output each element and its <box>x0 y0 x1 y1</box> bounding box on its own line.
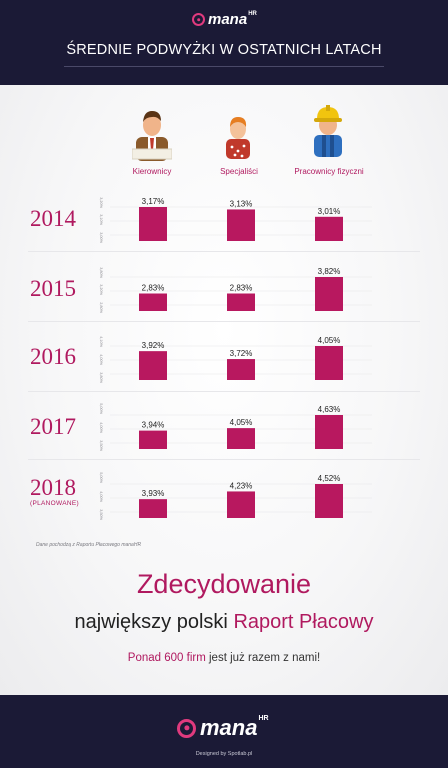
column-label-pracownicy-fizyczni: Pracownicy fizyczni <box>294 167 364 176</box>
promo-tagline-plain: jest już razem z nami! <box>209 652 321 664</box>
section-divider <box>28 391 420 392</box>
promo-subheadline-plain: największy polski <box>74 611 228 633</box>
section-divider <box>28 251 420 252</box>
tick-label: 3,50% <box>99 440 103 451</box>
promo-subheadline: największy polski Raport Płacowy <box>0 611 448 634</box>
footer-logo-text: mana <box>200 715 258 740</box>
header: mana HR ŚREDNIE PODWYŻKI W OSTATNICH LAT… <box>0 0 448 85</box>
source-note: Dane pochodzą z Raportu Płacowego manaHR <box>36 542 142 548</box>
year-note-planned: (PLANOWANE) <box>30 500 79 507</box>
column-label-kierownicy: Kierownicy <box>132 167 172 176</box>
mana-logo[interactable]: mana HR <box>192 11 257 28</box>
logo-suffix: HR <box>248 11 257 17</box>
tick-label: 2,80% <box>99 302 103 313</box>
page-title: ŚREDNIE PODWYŻKI W OSTATNICH LATACH <box>66 42 382 58</box>
chart-area <box>0 85 448 695</box>
tick-label: 3,80% <box>99 372 103 383</box>
promo-tagline: Ponad 600 firm jest już razem z nami! <box>0 652 448 664</box>
mana-logo-icon <box>177 718 196 738</box>
column-label-specjalisci: Specjaliści <box>220 167 258 176</box>
section-divider <box>28 459 420 460</box>
year-label-2016: 2016 <box>30 344 76 369</box>
footer: mana HR Designed by Spotlab.pl <box>0 695 448 768</box>
promo-headline: Zdecydowanie <box>136 569 312 599</box>
designer-credit: Designed by Spotlab.pl <box>195 751 253 757</box>
year-label-2015: 2015 <box>30 276 76 301</box>
promo-subheadline-accent: Raport Płacowy <box>233 611 374 633</box>
promo-tagline-accent: Ponad 600 firm <box>127 652 206 664</box>
tick-label: 3,50% <box>99 509 103 520</box>
logo-text: mana <box>208 11 248 28</box>
title-divider <box>64 66 384 67</box>
year-label-2018: 2018 <box>30 475 76 500</box>
footer-mana-logo[interactable]: mana HR <box>177 715 269 741</box>
manager-icon <box>132 105 172 163</box>
footer-logo-suffix: HR <box>258 715 269 722</box>
tick-label: 3,00% <box>99 232 103 243</box>
section-divider <box>28 321 420 322</box>
specialist-icon <box>222 113 254 161</box>
mana-logo-icon <box>192 13 205 26</box>
worker-icon <box>309 101 347 159</box>
year-label-2014: 2014 <box>30 206 76 231</box>
year-label-2017: 2017 <box>30 414 76 439</box>
